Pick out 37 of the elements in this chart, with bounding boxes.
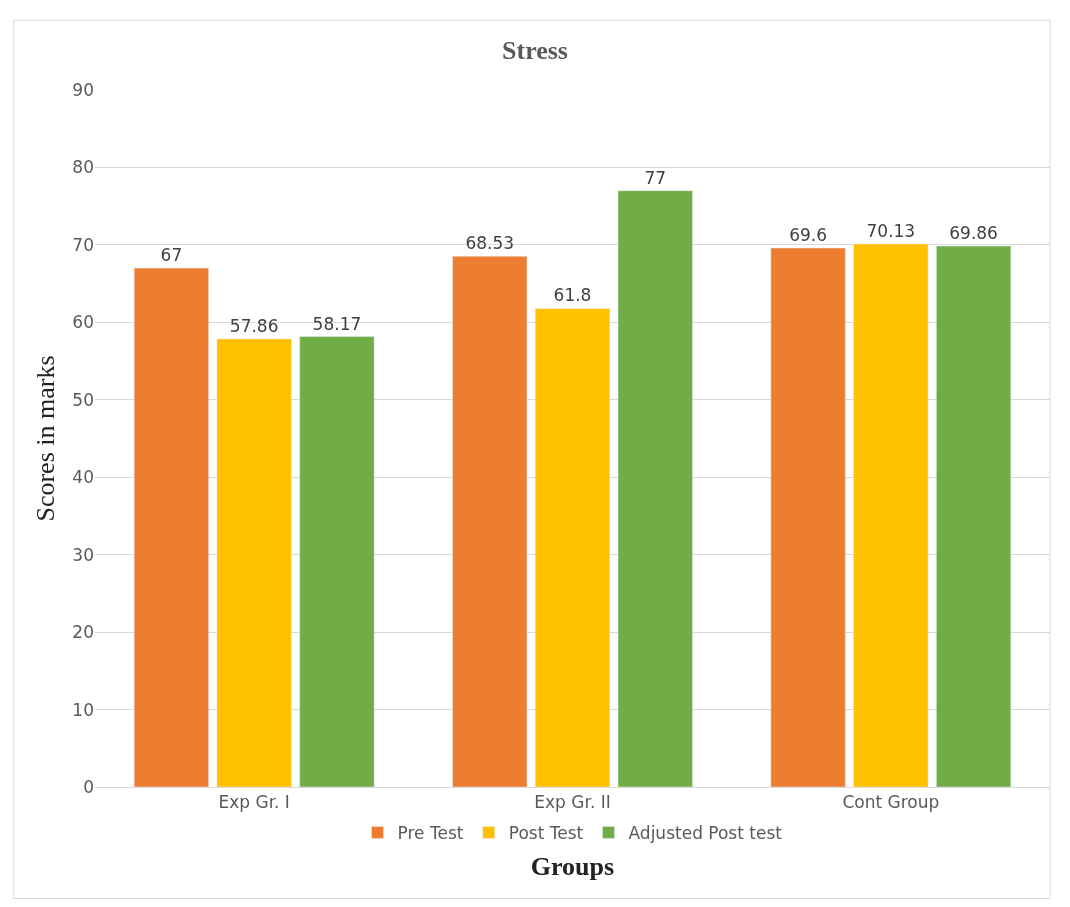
y-tick-label: 60 <box>72 312 94 333</box>
legend-label: Post Test <box>508 823 584 844</box>
legend-label: Pre Test <box>397 823 464 844</box>
bar <box>617 190 693 787</box>
data-label: 69.86 <box>949 222 998 243</box>
bar <box>853 243 929 787</box>
bar <box>535 308 610 787</box>
bar <box>216 338 292 787</box>
data-label: 70.13 <box>866 220 916 241</box>
data-label: 58.17 <box>312 313 362 334</box>
x-tick-label: Exp Gr. II <box>534 792 611 813</box>
y-tick-label: 50 <box>72 389 94 410</box>
y-tick-label: 30 <box>72 544 94 565</box>
y-tick-label: 0 <box>83 776 94 797</box>
x-tick-label: Exp Gr. I <box>218 792 290 813</box>
y-axis-title: Scores in marks <box>30 355 60 522</box>
data-label: 68.53 <box>465 233 515 254</box>
y-tick-label: 90 <box>72 79 94 100</box>
data-label: 69.6 <box>789 224 827 245</box>
bar <box>133 267 209 787</box>
data-label: 67 <box>160 245 183 266</box>
x-tick-label: Cont Group <box>842 792 940 813</box>
bar <box>936 245 1012 787</box>
bar <box>299 336 375 787</box>
data-label: 77 <box>644 167 667 188</box>
y-tick-label: 20 <box>72 622 94 643</box>
data-label: 61.8 <box>553 285 592 306</box>
x-axis-title: Groups <box>530 852 615 882</box>
y-tick-label: 10 <box>72 699 94 720</box>
bar <box>770 247 846 787</box>
y-tick-label: 40 <box>72 467 94 488</box>
y-tick-label: 80 <box>72 157 94 178</box>
legend-label: Adjusted Post test <box>628 823 783 844</box>
chart-title: Stress <box>502 36 568 66</box>
bar <box>452 256 528 787</box>
y-tick-label: 70 <box>72 234 94 255</box>
data-label: 57.86 <box>229 315 279 336</box>
